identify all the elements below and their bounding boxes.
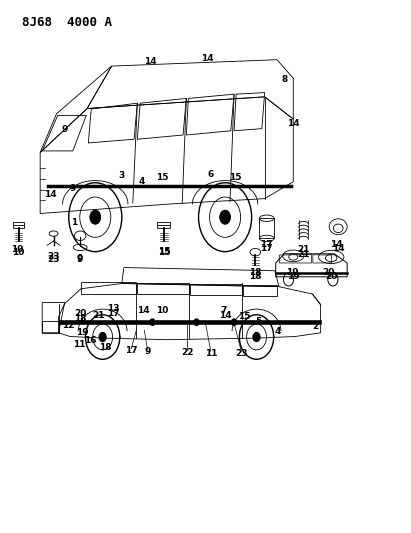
Text: 19: 19	[286, 268, 298, 277]
Text: 23: 23	[47, 252, 60, 261]
Text: 3: 3	[119, 171, 125, 180]
Circle shape	[194, 319, 199, 325]
Text: 14: 14	[330, 240, 342, 249]
Text: 8J68  4000 A: 8J68 4000 A	[22, 16, 112, 29]
Text: 18: 18	[99, 343, 112, 352]
Text: 9: 9	[77, 255, 83, 264]
Circle shape	[232, 319, 236, 325]
Text: 15: 15	[229, 173, 242, 182]
Text: 14: 14	[44, 190, 57, 199]
Text: 10: 10	[157, 306, 169, 315]
Text: 17: 17	[261, 244, 273, 253]
Text: 13: 13	[107, 304, 120, 313]
Text: 16: 16	[84, 336, 97, 345]
Text: 8: 8	[282, 75, 288, 84]
Text: 9: 9	[77, 254, 83, 263]
Text: 22: 22	[181, 349, 194, 358]
Text: 11: 11	[205, 349, 217, 358]
Text: 21: 21	[297, 245, 310, 254]
Text: 11: 11	[73, 340, 85, 349]
Text: 18: 18	[74, 314, 86, 323]
Circle shape	[219, 210, 231, 224]
Text: 14: 14	[219, 311, 231, 320]
Text: 15: 15	[238, 312, 251, 321]
Text: 15: 15	[157, 248, 170, 257]
Text: 21: 21	[297, 249, 310, 259]
Text: 20: 20	[323, 268, 335, 277]
Circle shape	[150, 319, 155, 325]
Bar	[13, 222, 24, 228]
Text: 14: 14	[144, 57, 157, 66]
Text: 2: 2	[313, 322, 319, 331]
Text: 14: 14	[332, 244, 344, 253]
Circle shape	[253, 333, 260, 342]
Text: 19: 19	[76, 328, 88, 337]
Text: 14: 14	[287, 119, 300, 128]
Circle shape	[90, 210, 101, 224]
Text: 23: 23	[235, 350, 248, 359]
Text: 20: 20	[74, 309, 86, 318]
Circle shape	[99, 333, 106, 342]
Text: 14: 14	[201, 54, 214, 62]
Text: 17: 17	[125, 346, 138, 356]
Text: 23: 23	[47, 255, 60, 264]
Text: 19: 19	[287, 272, 300, 281]
Text: 14: 14	[137, 306, 150, 315]
Text: 4: 4	[275, 327, 282, 336]
Text: 17: 17	[107, 309, 120, 318]
Text: 5: 5	[256, 317, 262, 326]
Text: 1: 1	[71, 218, 77, 227]
Bar	[157, 222, 171, 228]
Text: 9: 9	[62, 125, 68, 134]
Text: 17: 17	[261, 240, 273, 249]
Text: 9: 9	[144, 348, 151, 357]
Text: 21: 21	[92, 311, 104, 320]
Text: 9: 9	[69, 183, 76, 192]
Text: 18: 18	[249, 268, 261, 277]
Text: 20: 20	[325, 272, 337, 281]
Text: 18: 18	[249, 272, 261, 281]
Text: 12: 12	[62, 321, 74, 330]
Text: 15: 15	[157, 247, 170, 256]
Text: 10: 10	[12, 248, 25, 257]
Text: 6: 6	[208, 170, 214, 179]
Text: 10: 10	[12, 245, 24, 254]
Text: 15: 15	[156, 173, 168, 182]
Text: 7: 7	[221, 306, 227, 315]
Bar	[259, 218, 274, 238]
Text: 4: 4	[138, 177, 145, 186]
